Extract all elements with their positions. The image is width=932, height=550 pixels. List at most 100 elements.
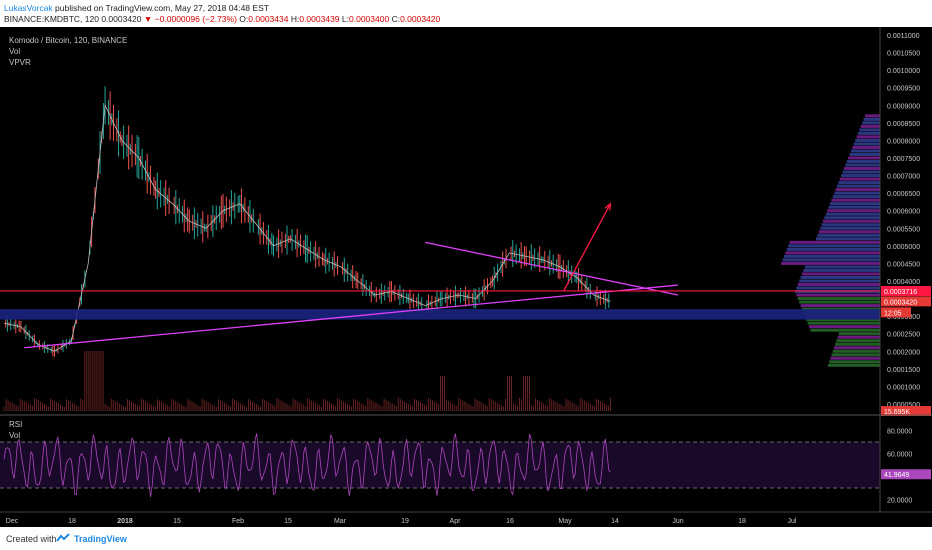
rsi-line [3,433,611,497]
support-zone [0,309,880,320]
high-value: 0.0003439 [299,14,340,24]
vpvr-bar [855,138,880,142]
trendline [425,241,678,296]
vpvr-bar [829,360,880,364]
close-value: 0.0003420 [400,14,441,24]
y-tick-label: 0.0002000 [887,349,920,356]
vpvr-bar [828,363,880,367]
y-tick-label: 0.0010000 [887,68,920,75]
x-tick-label: 16 [506,518,514,525]
x-tick-label: Feb [232,518,244,525]
vpvr-bar [846,160,880,164]
down-triangle-icon: ▼ [143,14,153,24]
y-tick-label: 0.0008500 [887,121,920,128]
vpvr-bar [859,128,880,132]
vpvr-bar [834,346,880,350]
volume-bars [3,351,611,411]
chart-area[interactable]: 0.0011000 0.0010500 0.0010000 0.0009500 0.00… [0,27,932,527]
y-tick-label: 0.0005000 [887,244,920,251]
vpvr-bar [837,335,880,339]
published-text: published on TradingView.com, May 27, 20… [52,3,269,13]
vpvr-bar [844,167,880,171]
open-value: 0.0003434 [248,14,289,24]
x-tick-label: 15 [173,518,181,525]
vpvr-bar [823,219,880,223]
rsi-pane [0,433,880,497]
vpvr-bar [848,156,880,160]
axes: 0.0011000 0.0010500 0.0010000 0.0009500 0.00… [0,27,932,527]
x-tick-label: 18 [68,518,76,525]
vpvr-bar [816,237,880,241]
price-change: −0.0000096 (−2.73%) [154,14,237,24]
vpvr-legend: VPVR [9,58,31,67]
vpvr-bar [797,297,880,301]
y-tick-label: 0.0007500 [887,156,920,163]
chart-canvas[interactable]: 0.0011000 0.0010500 0.0010000 0.0009500 0.00… [0,27,932,527]
vpvr-bar [830,356,880,360]
vpvr-bar [807,321,880,325]
vpvr-bar [788,244,880,248]
x-tick-label: 15 [284,518,292,525]
rsi-vol-label: Vol [9,431,21,440]
vpvr-bar [782,258,880,262]
author-link[interactable]: LukasVorcak [4,3,53,13]
y-tick-label: 0.0011000 [887,33,920,40]
y-tick-label: 0.0009000 [887,103,920,110]
vpvr-bar [841,174,880,178]
price-axis-bg [880,27,932,527]
vpvr-bar [832,195,880,199]
y-tick-label: 0.0001500 [887,367,920,374]
rsi-tick-label: 60.0000 [887,452,912,459]
x-tick-label: Apr [450,518,462,525]
rsi-legend: RSI Vol [9,419,22,441]
arrow-head-icon [604,202,612,211]
y-tick-label: 0.0010500 [887,51,920,58]
vpvr-bar [789,240,880,244]
vpvr-bar [853,142,880,146]
x-tick-label: Jul [788,518,797,525]
vpvr-bar [802,272,880,276]
vpvr-bar [862,121,880,125]
rsi-value-badge [881,469,931,480]
last-price-badge [881,296,931,307]
vpvr-bar [824,216,880,220]
vpvr-bar [858,131,880,135]
vpvr-bar [797,282,880,286]
x-tick-label: 14 [611,518,619,525]
vpvr-bar [852,145,880,149]
vpvr-bar [831,198,880,202]
resistance-price-label: 0.0003716 [884,289,917,296]
vpvr-bar [820,226,880,230]
vpvr-bar [800,275,880,279]
volume-label: 15.695K [884,409,910,416]
rsi-value-label: 41.9649 [884,472,909,479]
y-tick-label: 0.0002500 [887,332,920,339]
target-arrow [562,203,612,292]
publication-header: LukasVorcak published on TradingView.com… [0,0,932,27]
countdown-badge [881,307,911,318]
vpvr-bar [831,353,880,357]
x-tick-label: Dec [6,518,19,525]
price-line [3,103,611,352]
vpvr-bar [817,233,880,237]
y-tick-label: 0.0004000 [887,279,920,286]
vpvr-bar [827,209,880,213]
vpvr-bar [838,332,880,336]
resistance-price-badge [881,285,931,296]
vpvr-bar [851,149,880,153]
annotations [0,202,880,349]
vpvr-bar [809,325,880,329]
tradingview-logo-icon[interactable] [55,532,71,546]
vpvr-bar [784,254,880,258]
main-legend: Komodo / Bitcoin, 120, BINANCE Vol VPVR [9,35,127,68]
tradingview-brand[interactable]: TradingView [74,534,127,544]
vpvr-bar [818,230,880,234]
price-series [3,86,611,357]
vpvr-bar [839,177,880,181]
vpvr-bar [786,247,880,251]
rsi-tick-label: 20.0000 [887,498,912,505]
vpvr-bar [836,339,880,343]
footer: Created with TradingView [0,527,932,550]
y-tick-label: 0.0003000 [887,314,920,321]
vpvr-bar [796,293,880,297]
